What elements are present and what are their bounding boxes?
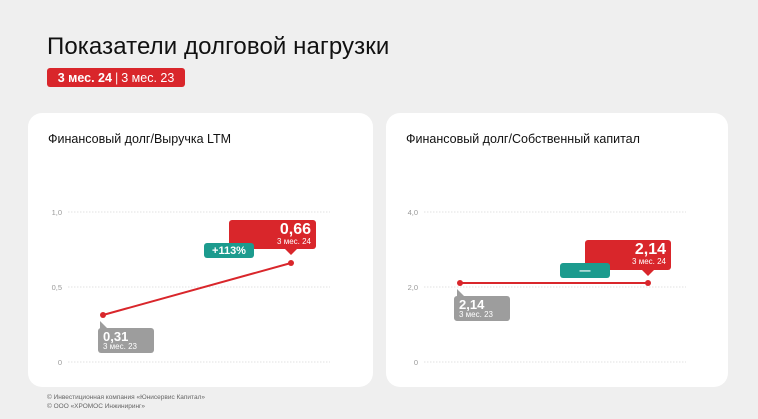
line-chart: 1,0 0,5 0 [52,208,330,367]
y-tick: 0 [414,358,418,367]
period-inactive[interactable]: 3 мес. 23 [121,70,175,85]
chart-title: Финансовый долг/Выручка LTM [48,132,232,146]
y-tick: 0 [58,358,62,367]
change-badge: +113% [204,243,254,258]
prev-value-badge: 0,31 3 мес. 23 [98,328,154,353]
footer-copyright-2: © ООО «ХРОМОС Инжиниринг» [47,402,146,410]
period-separator: | [114,70,119,85]
period-active[interactable]: 3 мес. 24 [57,70,112,85]
line-chart: 4,0 2,0 0 [408,208,686,367]
data-point-prev [100,312,106,318]
y-tick: 2,0 [408,283,418,292]
data-point-prev [457,280,463,286]
data-point-curr [645,280,651,286]
y-tick: 1,0 [52,208,62,217]
y-tick: 4,0 [408,208,418,217]
footer: © Инвестиционная компания «Юнисервис Кап… [47,394,205,411]
footer-copyright-1: © Инвестиционная компания «Юнисервис Кап… [47,394,205,401]
data-point-curr [288,260,294,266]
y-tick: 0,5 [52,283,62,292]
page-title: Показатели долговой нагрузки [47,33,390,60]
prev-value-badge: 2,14 3 мес. 23 [454,296,510,321]
period-selector[interactable]: 3 мес. 24 | 3 мес. 23 [47,68,185,87]
chart-title: Финансовый долг/Собственный капитал [406,132,640,146]
change-badge: — [560,263,610,278]
chart-card-debt-equity: Финансовый долг/Собственный капитал 4,0 … [386,113,728,387]
chart-card-debt-revenue: Финансовый долг/Выручка LTM 1,0 0,5 0 0,… [28,113,373,387]
